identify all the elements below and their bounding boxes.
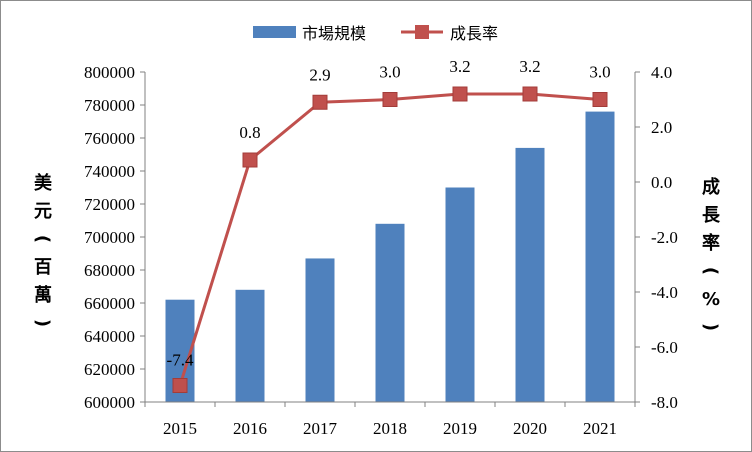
left-tick-label: 700000 xyxy=(84,228,135,247)
left-tick-label: 640000 xyxy=(84,327,135,346)
left-axis-title-char: ( xyxy=(32,235,53,243)
left-tick-label: 660000 xyxy=(84,294,135,313)
right-tick-label: 2.0 xyxy=(651,118,672,137)
left-axis-title-char: 百 xyxy=(34,257,52,278)
growth-data-label: -7.4 xyxy=(167,351,194,370)
legend-label-growth-rate: 成長率 xyxy=(450,24,498,43)
left-tick-label: 620000 xyxy=(84,360,135,379)
growth-data-label: 3.0 xyxy=(379,63,400,82)
left-tick-label: 740000 xyxy=(84,162,135,181)
growth-marker-2018 xyxy=(382,92,398,107)
growth-data-label: 3.2 xyxy=(519,57,540,76)
left-axis-title-char: 萬 xyxy=(34,285,52,306)
bar-2018 xyxy=(375,223,405,402)
x-tick-label: 2015 xyxy=(163,419,197,438)
bar-2019 xyxy=(445,187,475,402)
right-axis-title-char: 成 xyxy=(702,176,720,198)
x-tick-label: 2017 xyxy=(303,419,338,438)
growth-marker-2020 xyxy=(522,86,538,102)
left-axis-title-char: 美 xyxy=(34,172,52,194)
x-tick-label: 2021 xyxy=(583,419,617,438)
growth-data-label: 0.8 xyxy=(239,123,260,142)
right-tick-label: -2.0 xyxy=(651,228,678,247)
growth-data-label: 3.2 xyxy=(449,57,470,76)
left-tick-label: 800000 xyxy=(84,63,135,82)
growth-data-label: 3.0 xyxy=(589,63,610,82)
right-tick-label: -8.0 xyxy=(651,393,678,412)
right-tick-label: 4.0 xyxy=(651,63,672,82)
growth-marker-2015 xyxy=(172,378,188,393)
legend-line-marker xyxy=(415,25,429,39)
right-axis-title-char: ( xyxy=(700,267,721,275)
bar-2020 xyxy=(515,147,545,402)
right-axis-title-char: 率 xyxy=(702,232,720,254)
left-tick-label: 680000 xyxy=(84,261,135,280)
x-tick-label: 2018 xyxy=(373,419,407,438)
left-tick-label: 720000 xyxy=(84,195,135,214)
right-tick-label: -6.0 xyxy=(651,338,678,357)
growth-marker-2016 xyxy=(242,152,258,168)
bar-2021 xyxy=(585,111,615,402)
right-axis-title-char: ) xyxy=(700,323,721,331)
right-tick-label: -4.0 xyxy=(651,283,678,302)
left-tick-label: 780000 xyxy=(84,96,135,115)
right-axis-title-char: 長 xyxy=(702,205,721,226)
left-axis-title-char: 元 xyxy=(34,201,52,222)
growth-marker-2017 xyxy=(312,94,328,110)
growth-marker-2021 xyxy=(592,92,608,107)
growth-marker-2019 xyxy=(452,86,468,102)
legend-label-market-size: 市場規模 xyxy=(302,24,366,43)
x-tick-label: 2019 xyxy=(443,419,477,438)
bar-2016 xyxy=(235,289,265,402)
x-tick-label: 2016 xyxy=(233,419,267,438)
right-tick-label: 0.0 xyxy=(651,173,672,192)
left-axis-title-char: ) xyxy=(32,319,53,327)
legend-bar-swatch xyxy=(253,26,296,38)
bar-2017 xyxy=(305,258,335,402)
left-tick-label: 760000 xyxy=(84,129,135,148)
x-tick-label: 2020 xyxy=(513,419,547,438)
growth-data-label: 2.9 xyxy=(309,65,330,84)
left-tick-label: 600000 xyxy=(84,393,135,412)
right-axis-title-char: % xyxy=(702,289,720,310)
